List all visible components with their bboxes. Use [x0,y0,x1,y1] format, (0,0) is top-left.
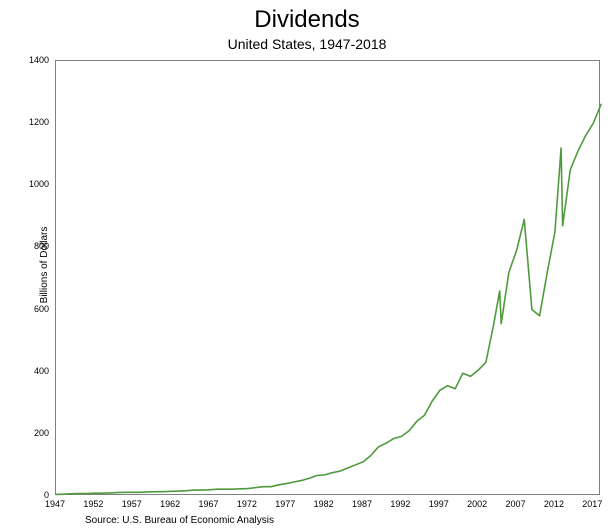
x-tick-label: 1977 [275,499,295,509]
y-tick-label: 800 [19,241,49,251]
y-axis-label: Billions of Dollars [39,227,50,304]
y-tick-label: 200 [19,428,49,438]
y-tick-label: 1000 [19,179,49,189]
y-tick-label: 400 [19,366,49,376]
x-tick-label: 2007 [506,499,526,509]
x-tick-label: 1957 [122,499,142,509]
x-tick-label: 1952 [83,499,103,509]
plot-svg [56,61,601,496]
x-tick-label: 2012 [544,499,564,509]
chart-title: Dividends [0,6,614,34]
x-tick-label: 1967 [199,499,219,509]
dividends-line [56,105,601,495]
x-tick-label: 2017 [582,499,602,509]
x-tick-label: 1972 [237,499,257,509]
x-tick-label: 1982 [314,499,334,509]
x-tick-label: 1997 [429,499,449,509]
x-tick-label: 2002 [467,499,487,509]
dividends-chart: Dividends United States, 1947-2018 Billi… [0,0,614,530]
plot-area [55,60,600,495]
y-tick-label: 600 [19,304,49,314]
y-tick-label: 1200 [19,117,49,127]
x-tick-label: 1987 [352,499,372,509]
source-text: Source: U.S. Bureau of Economic Analysis [85,515,274,526]
x-tick-label: 1992 [390,499,410,509]
x-tick-label: 1962 [160,499,180,509]
y-tick-label: 1400 [19,55,49,65]
x-tick-label: 1947 [45,499,65,509]
chart-subtitle: United States, 1947-2018 [0,36,614,52]
